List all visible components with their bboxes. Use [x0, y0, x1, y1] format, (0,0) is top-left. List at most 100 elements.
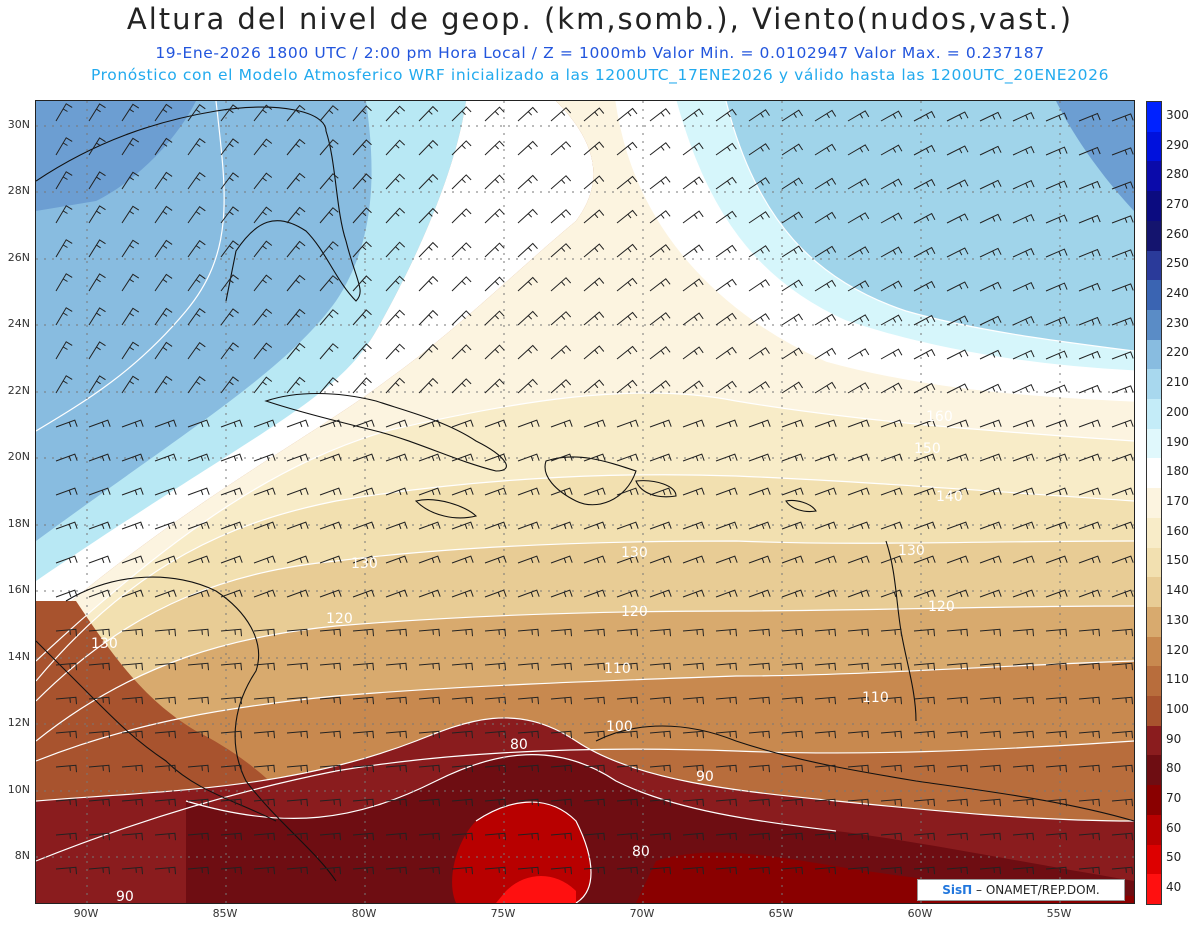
wind-barb	[946, 555, 969, 564]
wind-barb	[451, 140, 472, 156]
color-scale-swatch	[1147, 814, 1161, 845]
wind-barb	[484, 662, 506, 671]
wind-barb	[913, 453, 936, 462]
wind-barb	[286, 662, 308, 671]
wind-barb	[451, 453, 474, 462]
wind-barb	[946, 281, 969, 292]
wind-barb	[484, 521, 507, 530]
wind-barbs	[55, 103, 1134, 875]
wind-barb	[1111, 317, 1134, 326]
wind-barb	[418, 173, 439, 190]
zone-blue-northwest	[36, 101, 466, 581]
wind-barb	[517, 628, 539, 637]
wind-barb	[748, 177, 770, 190]
wind-barb	[913, 662, 935, 671]
wind-barb	[121, 341, 140, 360]
wind-barb	[946, 696, 968, 705]
wind-barb	[55, 205, 73, 224]
wind-barb	[847, 589, 870, 598]
wind-barb	[616, 345, 638, 360]
wind-barb	[451, 555, 474, 564]
wind-barb	[649, 108, 671, 122]
wind-barb	[154, 764, 176, 773]
wind-barb	[946, 521, 969, 530]
wind-barb	[979, 832, 1001, 841]
wind-barb	[880, 110, 903, 122]
wind-barb	[451, 419, 474, 428]
wind-barb	[748, 211, 770, 224]
wind-barb	[1045, 282, 1068, 292]
contour-label: 150	[914, 441, 941, 457]
color-scale-label: 70	[1166, 791, 1182, 806]
wind-barb	[550, 521, 573, 530]
color-scale-label: 110	[1166, 672, 1189, 687]
wind-barb	[1045, 866, 1067, 875]
wind-barb	[253, 696, 275, 705]
wind-barb	[583, 555, 606, 564]
wind-barb	[781, 730, 803, 739]
wind-barb	[583, 832, 605, 841]
wind-barb	[385, 139, 406, 156]
wind-barb	[154, 419, 177, 428]
wind-barb	[946, 349, 969, 360]
wind-barb	[880, 178, 903, 190]
wind-barb	[517, 310, 538, 326]
wind-barb	[187, 308, 206, 326]
wind-barb	[814, 109, 837, 122]
credit-text: – ONAMET/REP.DOM.	[976, 883, 1100, 897]
wind-barb	[286, 730, 308, 739]
wind-barb	[352, 866, 374, 875]
wind-barb	[418, 453, 441, 462]
wind-barb	[286, 138, 306, 156]
wind-barb	[682, 764, 704, 773]
wind-barb	[418, 139, 439, 156]
graticule	[36, 101, 1134, 903]
wind-barb	[286, 376, 306, 394]
color-scale-label: 120	[1166, 642, 1189, 657]
contour-label: 160	[926, 409, 953, 425]
wind-barb	[880, 246, 903, 258]
wind-barb	[253, 521, 276, 530]
wind-barb	[517, 798, 539, 807]
wind-barb	[913, 144, 936, 156]
wind-barb	[1045, 180, 1068, 190]
wind-barb	[319, 241, 339, 258]
wind-barb	[352, 275, 372, 292]
wind-barb	[1111, 487, 1134, 496]
wind-barb	[979, 213, 1002, 224]
wind-barb	[550, 730, 572, 739]
wind-barb	[187, 764, 209, 773]
wind-barb	[880, 521, 903, 530]
wind-barb	[1111, 555, 1134, 564]
wind-barb	[946, 487, 969, 496]
wind-barb	[253, 274, 273, 292]
wind-barb	[781, 381, 804, 394]
wind-barb	[913, 521, 936, 530]
wind-barb	[1012, 521, 1035, 530]
chart-subtitle-valid-time: 19-Ene-2026 1800 UTC / 2:00 pm Hora Loca…	[155, 44, 1045, 62]
wind-barb	[1045, 487, 1068, 496]
wind-barb	[88, 375, 106, 394]
wind-barb	[847, 314, 870, 326]
wind-barb	[517, 174, 538, 190]
wind-barb	[121, 521, 144, 530]
wind-barb	[187, 453, 210, 462]
wind-barb	[979, 111, 1002, 122]
wind-barb	[847, 521, 870, 530]
wind-barb	[1111, 453, 1134, 462]
wind-barb	[616, 277, 638, 292]
wind-barb	[814, 245, 837, 258]
wind-barb	[583, 764, 605, 773]
wind-barb	[649, 346, 671, 360]
wind-barb	[979, 628, 1001, 637]
contour-label: 90	[116, 889, 134, 903]
wind-barb	[616, 419, 639, 428]
wind-barb	[550, 141, 572, 156]
wind-barb	[616, 521, 639, 530]
lat-label: 8N	[14, 849, 30, 862]
wind-barb	[154, 662, 176, 671]
wind-barb	[55, 662, 77, 671]
color-scale-swatch	[1147, 458, 1161, 489]
wind-barb	[1045, 248, 1068, 258]
wind-barb	[781, 419, 804, 428]
